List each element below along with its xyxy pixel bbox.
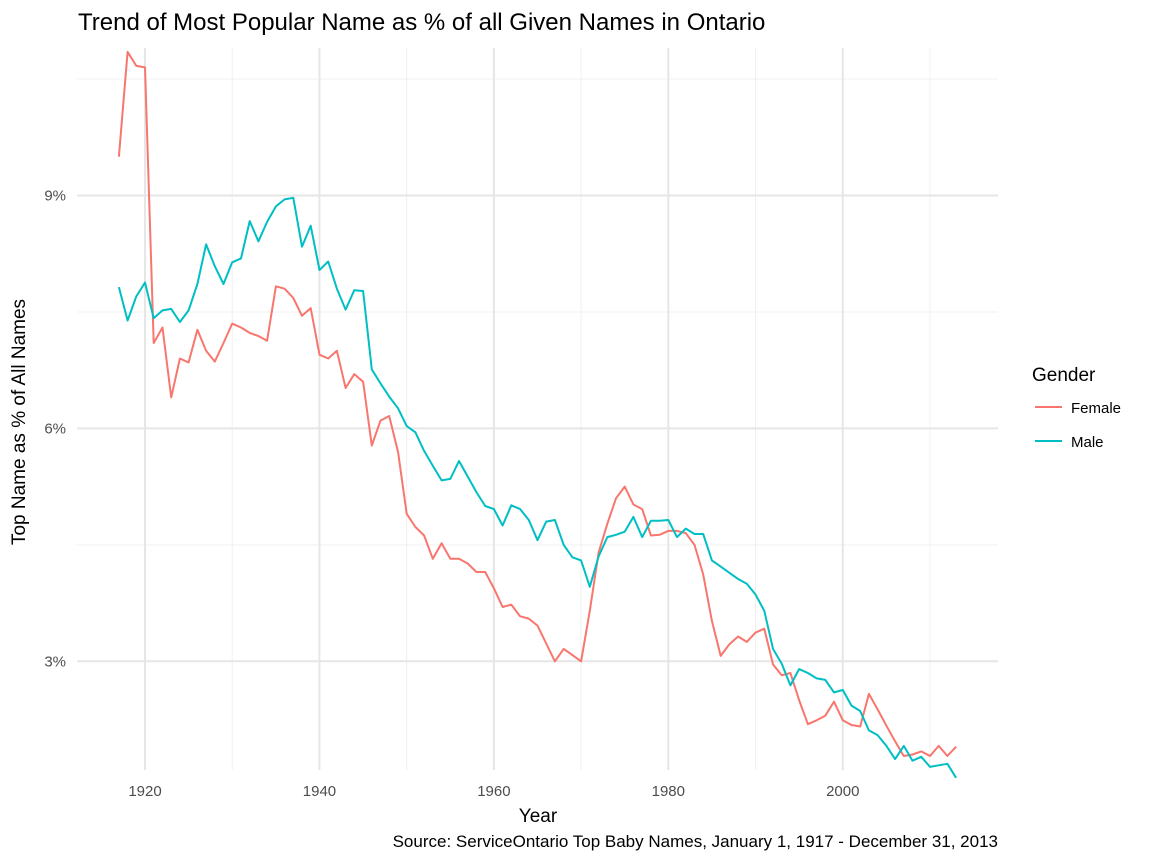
legend-label-female: Female xyxy=(1071,400,1121,417)
series-line-male xyxy=(117,196,957,779)
series-line-female xyxy=(117,50,957,757)
x-tick-label: 1980 xyxy=(652,783,685,800)
legend: Gender Female Male xyxy=(1032,365,1121,451)
x-tick-labels: 1920 1940 1960 1980 2000 xyxy=(128,783,859,800)
x-tick-label: 1920 xyxy=(128,783,161,800)
x-tick-label: 2000 xyxy=(826,783,859,800)
y-tick-label: 3% xyxy=(44,653,66,670)
y-tick-label: 9% xyxy=(44,188,66,205)
caption: Source: ServiceOntario Top Baby Names, J… xyxy=(393,832,998,851)
grid-minor xyxy=(77,48,998,770)
y-axis-title: Top Name as % of All Names xyxy=(9,299,30,545)
legend-title: Gender xyxy=(1032,365,1096,386)
plot-panel: 3% 6% 9% 1920 1940 1960 1980 2000 xyxy=(44,48,998,800)
series-lines xyxy=(117,50,957,779)
y-tick-label: 6% xyxy=(44,420,66,437)
x-axis-title: Year xyxy=(519,806,558,827)
x-tick-label: 1960 xyxy=(477,783,510,800)
chart-title: Trend of Most Popular Name as % of all G… xyxy=(78,9,765,36)
x-tick-label: 1940 xyxy=(303,783,336,800)
y-tick-labels: 3% 6% 9% xyxy=(44,188,66,671)
legend-label-male: Male xyxy=(1071,434,1104,451)
grid-major xyxy=(77,48,998,770)
